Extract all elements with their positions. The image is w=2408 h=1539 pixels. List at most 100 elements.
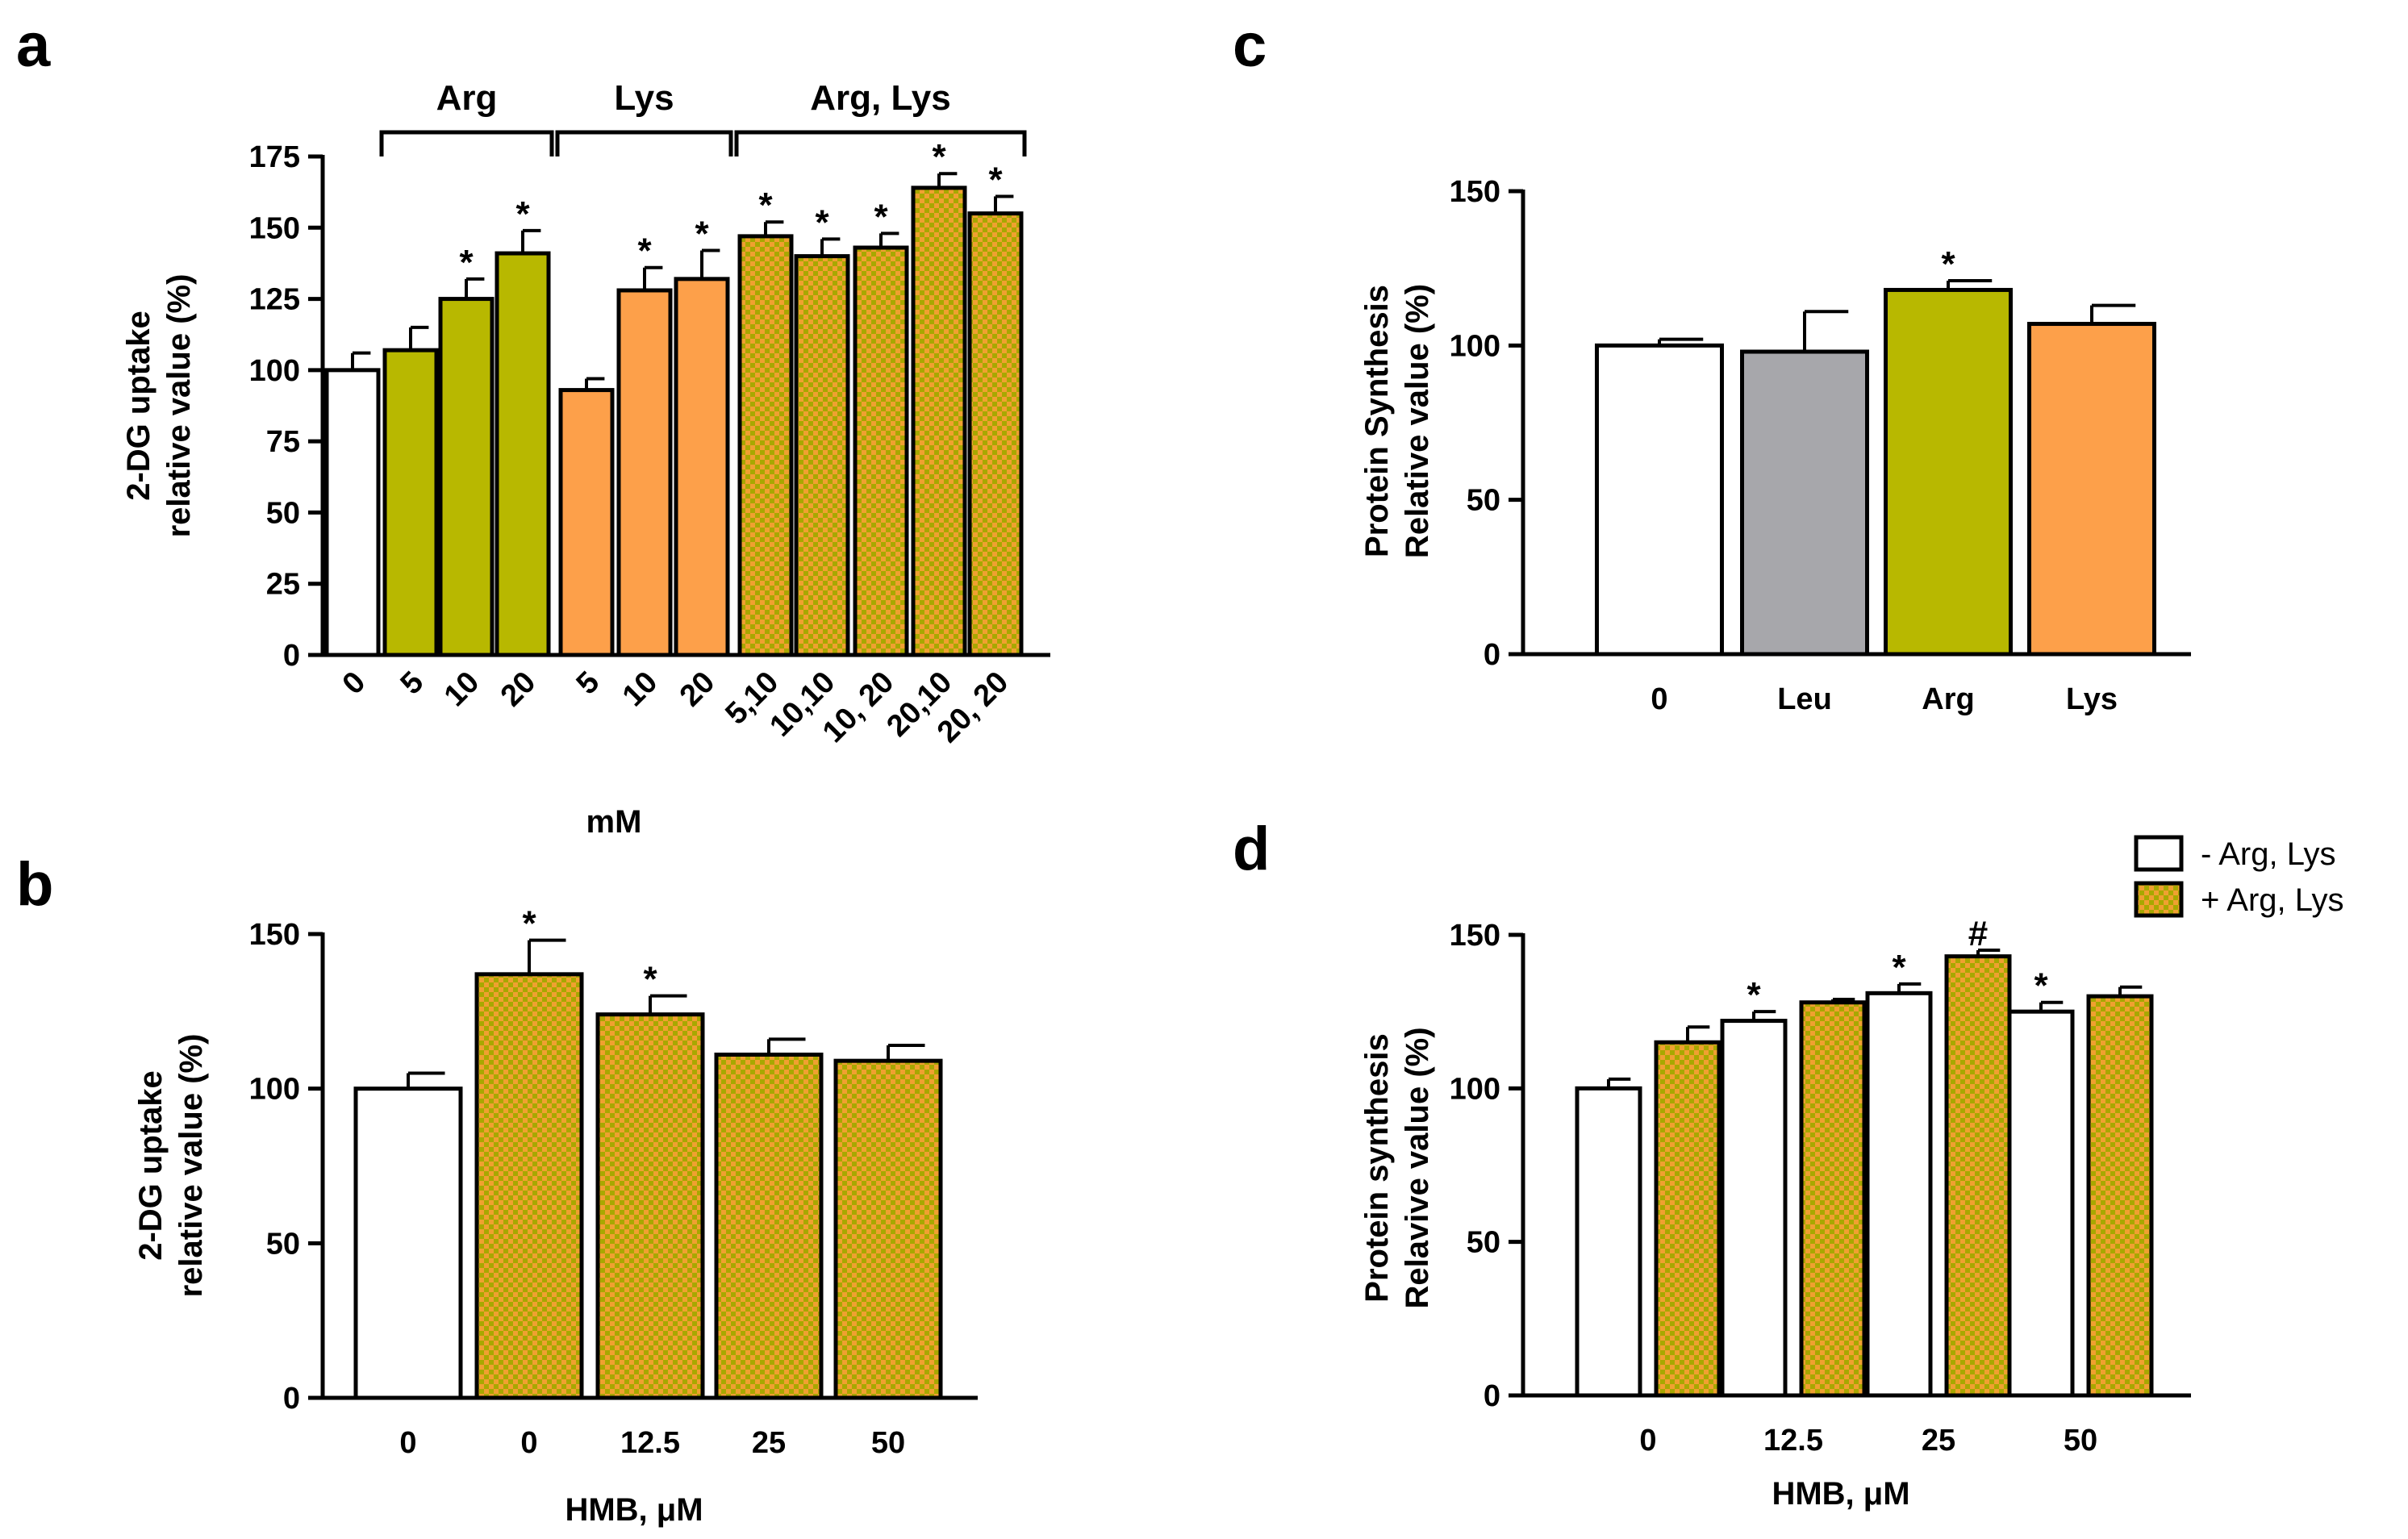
x-tick-label: 0	[1639, 1424, 1656, 1458]
y-axis-title-line-2: Relavive value (%)	[1400, 1027, 1435, 1308]
x-tick-label: Lys	[2066, 682, 2118, 716]
bar	[1740, 349, 1869, 657]
bar	[495, 251, 551, 657]
bar	[1654, 1040, 1721, 1398]
bar	[1575, 1086, 1642, 1398]
bar	[438, 297, 495, 657]
bar	[2086, 994, 2154, 1398]
x-tick-label: 50	[871, 1426, 905, 1460]
legend: - Arg, Lys + Arg, Lys	[2134, 835, 2344, 918]
bar	[1865, 991, 1933, 1398]
bar	[353, 1086, 463, 1400]
y-tick-label: 175	[249, 140, 300, 174]
y-tick-label: 150	[249, 211, 300, 245]
y-axis-title-line-1: Protein synthesis	[1359, 1033, 1395, 1302]
significance-mark: *	[758, 186, 773, 225]
significance-mark: *	[1892, 948, 1906, 987]
bar	[324, 368, 381, 657]
significance-mark: *	[874, 197, 888, 236]
x-tick-label: 0	[520, 1426, 537, 1460]
panel-letter-d: d	[1233, 815, 1270, 883]
group-bracket	[555, 130, 733, 156]
panel-letter-a: a	[16, 11, 51, 80]
bar	[474, 972, 584, 1400]
bar	[616, 288, 673, 657]
group-bracket	[734, 130, 1027, 156]
y-tick-label: 75	[266, 425, 300, 459]
chart-d: 0 50 100 150 Protein synthesis Relavive value…	[1359, 835, 2344, 1512]
x-tick-label: Arg	[1922, 682, 1974, 716]
x-tick-label: 10	[438, 665, 486, 714]
bar	[1720, 1019, 1788, 1398]
y-tick-label: 100	[1450, 329, 1500, 363]
significance-mark: #	[1968, 914, 1988, 953]
y-tick-label: 150	[249, 918, 300, 952]
x-tick-label: 10	[616, 665, 665, 714]
significance-mark: *	[932, 137, 946, 177]
y-axis-title-line-1: 2-DG uptake	[133, 1070, 169, 1261]
bar	[794, 254, 850, 657]
legend-label: - Arg, Lys	[2201, 836, 2335, 872]
x-tick-label: 25	[1922, 1424, 1955, 1458]
y-tick-label: 0	[1484, 1379, 1500, 1413]
y-tick-label: 100	[249, 1073, 300, 1107]
y-tick-label: 50	[266, 496, 300, 530]
y-tick-label: 0	[283, 1382, 300, 1416]
group-bracket	[379, 130, 554, 156]
significance-mark: *	[815, 202, 829, 242]
chart-b: 0 50 100 150 2-DG uptake relative value (%) HM…	[133, 904, 978, 1528]
bar	[674, 277, 730, 657]
bar	[558, 388, 615, 657]
y-axis-title-line-1: Protein Synthesis	[1359, 285, 1395, 557]
group-label: Lys	[614, 78, 674, 118]
y-tick-label: 125	[249, 283, 300, 317]
significance-mark: *	[459, 243, 474, 282]
x-tick-label: 20	[674, 665, 722, 714]
bar	[2027, 322, 2156, 657]
x-axis-title: mM	[586, 804, 642, 840]
y-axis-title-line-2: Relative value (%)	[1400, 284, 1435, 558]
legend-label: + Arg, Lys	[2201, 882, 2344, 918]
y-tick-label: 100	[1450, 1072, 1500, 1106]
panel-letter-c: c	[1233, 11, 1267, 80]
significance-mark: *	[1747, 975, 1761, 1015]
group-label: Arg	[436, 78, 498, 118]
x-tick-label: 0	[1651, 682, 1667, 716]
x-axis-title: HMB, μM	[565, 1492, 703, 1528]
bar	[1944, 954, 2012, 1398]
bar	[2007, 1009, 2075, 1398]
bar	[911, 186, 967, 657]
bar	[833, 1058, 943, 1400]
chart-c: 0 50 100 150 Protein Synthesis Relative value…	[1359, 175, 2191, 716]
x-tick-label: Leu	[1777, 682, 1832, 716]
significance-mark: *	[1941, 244, 1955, 284]
y-tick-label: 0	[283, 639, 300, 673]
x-tick-label: 0	[399, 1426, 416, 1460]
x-tick-label: 0	[336, 665, 373, 702]
bar	[967, 211, 1024, 657]
group-label: Arg, Lys	[810, 78, 950, 118]
bar	[714, 1053, 824, 1400]
y-axis-title-line-2: relative value (%)	[173, 1034, 209, 1298]
significance-mark: *	[637, 231, 652, 271]
bar	[1799, 1000, 1867, 1398]
x-tick-label: 50	[2064, 1424, 2097, 1458]
panel-letter-b: b	[16, 850, 53, 919]
x-tick-label: 25	[752, 1426, 786, 1460]
significance-mark: *	[695, 215, 709, 254]
y-tick-label: 100	[249, 354, 300, 388]
x-tick-label: 12.5	[620, 1426, 680, 1460]
legend-swatch	[2134, 835, 2184, 872]
y-axis-title-line-2: relative value (%)	[161, 274, 197, 538]
significance-mark: *	[643, 960, 657, 999]
x-tick-label: 5	[570, 665, 607, 702]
x-tick-label: 5	[394, 665, 431, 702]
bar	[1884, 287, 2013, 657]
significance-mark: *	[2034, 966, 2048, 1006]
bar	[737, 234, 794, 657]
significance-mark: *	[522, 904, 536, 944]
x-tick-label: 12.5	[1763, 1424, 1823, 1458]
y-tick-label: 150	[1450, 919, 1500, 953]
